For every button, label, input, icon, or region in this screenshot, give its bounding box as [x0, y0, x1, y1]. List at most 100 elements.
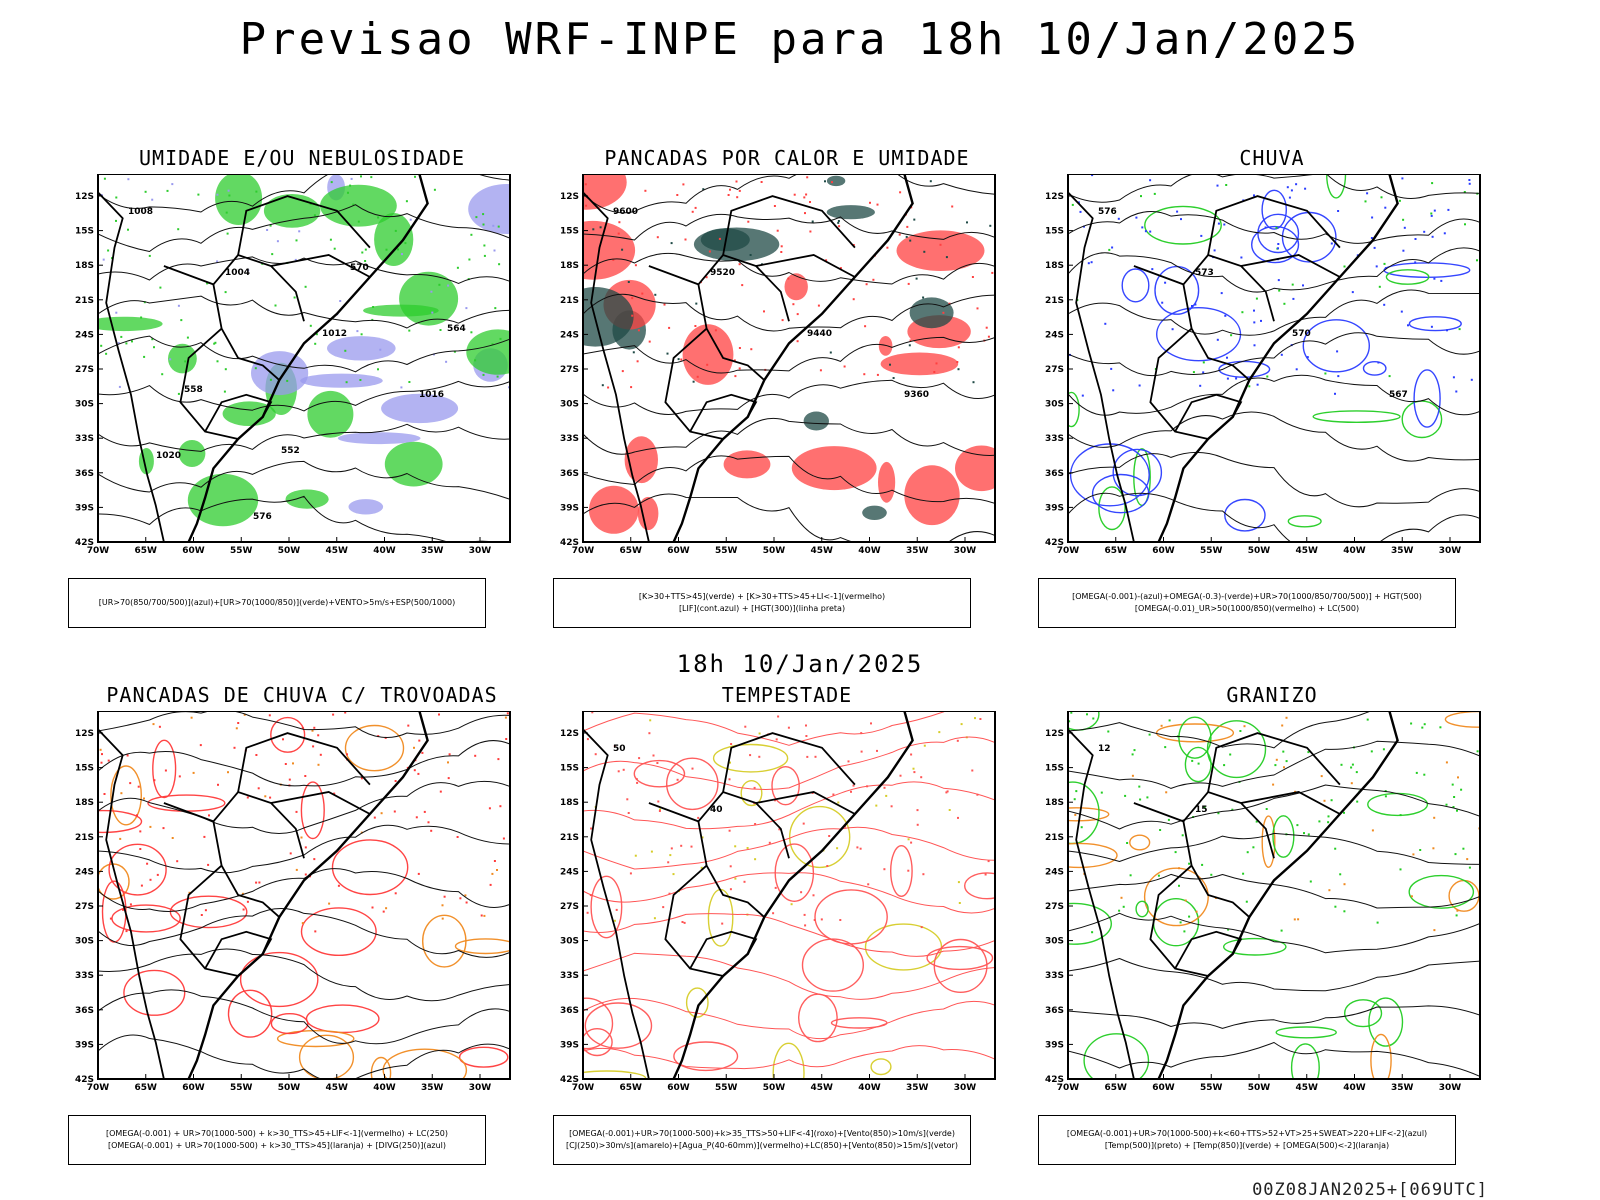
- field-speckle: [1384, 206, 1387, 209]
- field-speckle: [803, 196, 806, 199]
- lon-label: 35W: [421, 546, 444, 556]
- lon-label: 45W: [1296, 546, 1319, 556]
- country-border: [648, 790, 790, 859]
- field-speckle: [1220, 292, 1223, 295]
- field-speckle: [668, 326, 671, 329]
- field-speckle: [631, 297, 634, 300]
- field-speckle: [1291, 283, 1294, 286]
- lon-label: 45W: [326, 1083, 349, 1093]
- field-speckle: [657, 800, 660, 803]
- field-speckle: [344, 711, 347, 714]
- contour-line: [583, 781, 995, 830]
- field-speckle: [377, 368, 379, 371]
- field-speckle: [592, 228, 595, 231]
- field-speckle: [1131, 774, 1134, 777]
- field-speckle: [909, 339, 912, 342]
- field-area: [300, 373, 383, 388]
- field-speckle: [670, 847, 673, 850]
- field-speckle: [345, 381, 348, 384]
- field-speckle: [1164, 746, 1167, 749]
- lon-label: 55W: [715, 546, 738, 556]
- field-speckle: [607, 386, 610, 389]
- field-speckle: [753, 786, 756, 789]
- field-speckle: [656, 236, 659, 239]
- field-speckle: [413, 746, 415, 749]
- field-speckle: [247, 269, 250, 272]
- field-speckle: [1077, 201, 1080, 204]
- panel-chuva: CHUVA 576 573 570 567 12S 15S 18S 21S 24S 27S 30S 33…: [1022, 146, 1522, 628]
- field-speckle: [915, 277, 918, 280]
- field-speckle: [820, 918, 823, 921]
- field-speckle: [1431, 182, 1434, 185]
- field-speckle: [197, 193, 200, 196]
- field-speckle: [831, 181, 833, 184]
- field-speckle: [1277, 279, 1280, 282]
- country-border: [755, 791, 856, 815]
- field-area: [270, 1013, 309, 1035]
- contour-line: [583, 711, 947, 746]
- lat-label: 21S: [560, 296, 579, 306]
- field-speckle: [656, 762, 659, 764]
- field-speckle: [1468, 182, 1471, 185]
- legend-line: [OMEGA(-0.001)+UR>70(1000-500)+k>35_TTS>…: [569, 1129, 955, 1138]
- field-speckle: [750, 348, 753, 351]
- field-speckle: [413, 769, 416, 772]
- field-area: [909, 297, 954, 329]
- field-speckle: [1283, 766, 1285, 769]
- field-area: [740, 779, 763, 807]
- field-speckle: [920, 926, 923, 929]
- country-border: [1133, 790, 1275, 859]
- field-speckle: [734, 845, 737, 848]
- field-speckle: [385, 248, 388, 251]
- field-speckle: [295, 239, 298, 242]
- field-speckle: [863, 373, 866, 376]
- field-speckle: [149, 878, 152, 881]
- field-speckle: [380, 812, 383, 815]
- field-area: [1178, 716, 1212, 759]
- field-speckle: [1174, 851, 1177, 854]
- field-speckle: [158, 725, 161, 728]
- field-speckle: [1180, 218, 1182, 221]
- field-speckle: [1350, 766, 1353, 769]
- panel-pancadas-trovoadas: PANCADAS DE CHUVA C/ TROVOADAS 12S 15S 18S 2…: [52, 683, 552, 1165]
- field-speckle: [979, 718, 982, 720]
- field-speckle: [839, 919, 842, 921]
- field-speckle: [405, 200, 408, 203]
- legend-box: [K>30+TTS>45](verde) + [K>30+TTS>45+LI<-…: [553, 578, 971, 628]
- field-speckle: [1168, 719, 1171, 722]
- lat-label: 39S: [75, 1040, 94, 1050]
- lon-label: 70W: [87, 546, 110, 556]
- lat-label: 33S: [75, 434, 94, 444]
- field-speckle: [489, 883, 492, 886]
- field-area: [178, 440, 206, 467]
- contour-line: [1068, 332, 1480, 377]
- field-speckle: [1223, 764, 1226, 767]
- field-speckle: [669, 854, 672, 857]
- field-speckle: [1455, 390, 1458, 393]
- field-speckle: [1253, 194, 1255, 197]
- field-speckle: [127, 228, 129, 231]
- field-speckle: [448, 753, 451, 756]
- field-speckle: [177, 392, 180, 395]
- panel-title: PANCADAS DE CHUVA C/ TROVOADAS: [106, 683, 498, 707]
- field-speckle: [781, 319, 784, 322]
- field-speckle: [1383, 262, 1386, 265]
- field-speckle: [638, 757, 641, 760]
- field-speckle: [504, 716, 507, 719]
- field-speckle: [317, 734, 320, 737]
- field-speckle: [1264, 226, 1267, 229]
- field-speckle: [208, 814, 210, 817]
- field-speckle: [1452, 806, 1455, 808]
- country-border: [163, 790, 305, 859]
- field-speckle: [749, 254, 752, 256]
- coastline-west: [583, 728, 650, 1079]
- field-speckle: [804, 212, 806, 215]
- field-speckle: [1091, 174, 1094, 177]
- field-area: [300, 907, 377, 957]
- lon-label: 50W: [1248, 1083, 1271, 1093]
- field-speckle: [805, 724, 807, 727]
- contour-line: [98, 495, 495, 542]
- panel-title: PANCADAS POR CALOR E UMIDADE: [604, 146, 970, 170]
- field-speckle: [470, 331, 473, 334]
- field-speckle: [162, 827, 165, 830]
